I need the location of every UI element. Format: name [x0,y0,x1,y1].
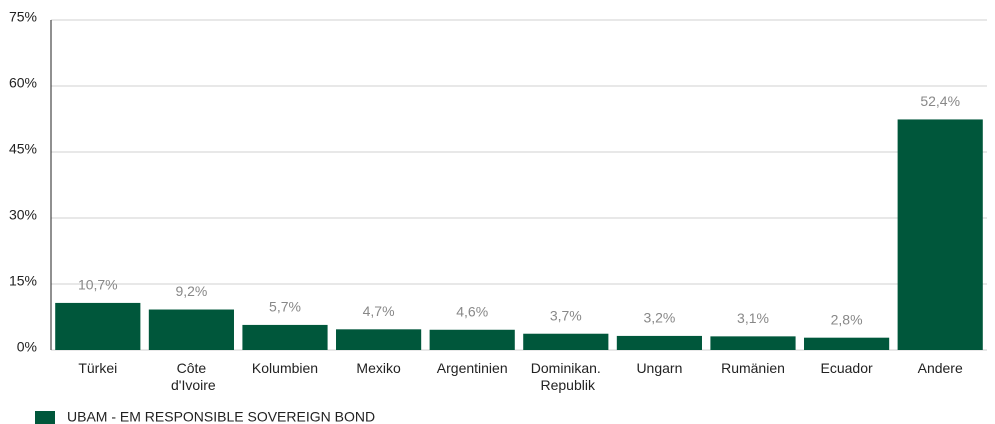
value-label: 3,7% [550,307,582,323]
value-label: 4,7% [363,303,395,319]
x-tick-label: Rumänien [721,360,785,376]
x-tick-label: Dominikan. Republik [531,360,601,393]
bar [336,329,422,350]
value-label: 9,2% [175,283,207,299]
x-tick-label: Kolumbien [252,360,318,376]
bar [804,337,890,350]
value-label: 5,7% [269,299,301,315]
legend-swatch [35,411,55,424]
y-tick-label: 30% [9,207,37,223]
bar [710,336,796,350]
value-label: 3,2% [643,310,675,326]
x-tick-label: Argentinien [437,360,508,376]
y-tick-label: 75% [9,9,37,25]
value-label: 2,8% [831,311,863,327]
bar [429,329,515,350]
y-tick-label: 60% [9,75,37,91]
x-tick-label: Andere [918,360,963,376]
bar [523,333,609,350]
bar [242,324,328,350]
y-tick-label: 15% [9,273,37,289]
bar [148,309,234,350]
bar [897,119,983,350]
x-tick-label: Mexiko [356,360,401,376]
x-tick-label: Türkei [78,360,117,376]
legend-label: UBAM - EM RESPONSIBLE SOVEREIGN BOND [67,409,375,424]
value-label: 52,4% [920,93,960,109]
bar [55,302,141,350]
y-tick-label: 0% [17,339,37,355]
x-tick-label: Côte d'Ivoire [167,360,216,393]
x-tick-label: Ecuador [821,360,873,376]
bar [616,335,702,350]
value-label: 4,6% [456,303,488,319]
x-tick-label: Ungarn [636,360,682,376]
value-label: 3,1% [737,310,769,326]
y-tick-label: 45% [9,141,37,157]
value-label: 10,7% [78,277,118,293]
